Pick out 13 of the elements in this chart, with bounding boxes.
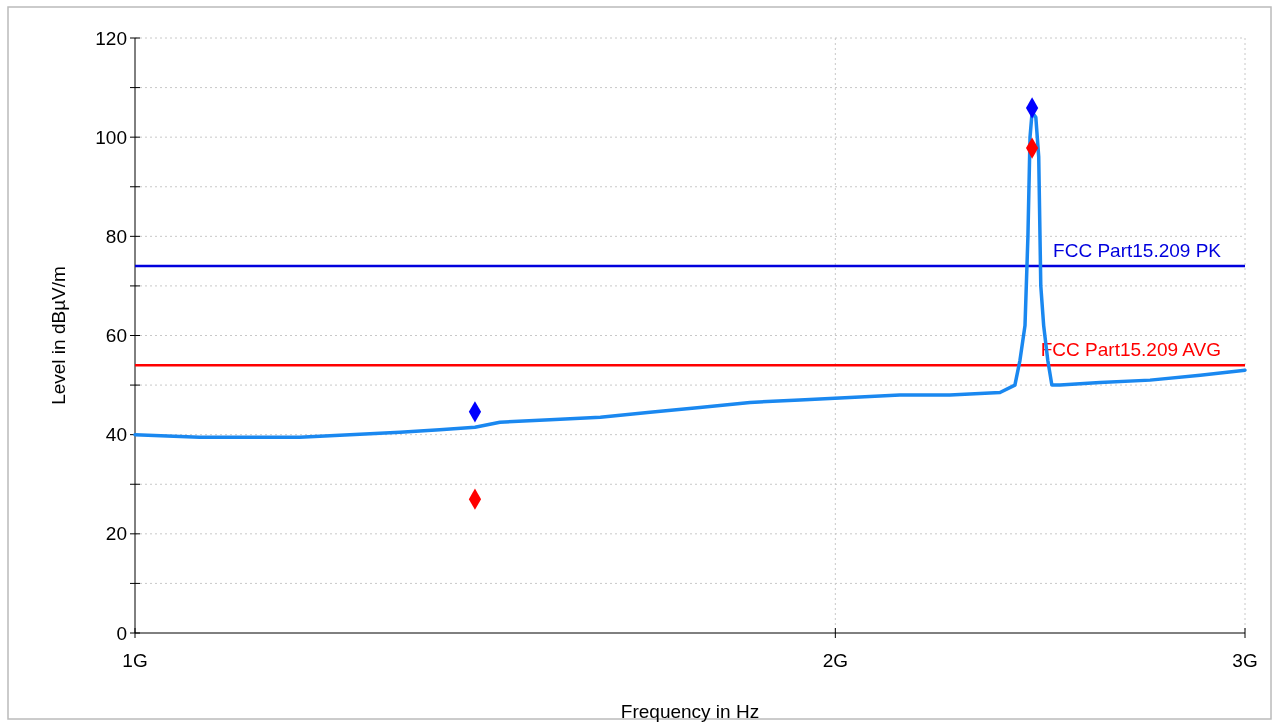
x-tick-label: 3G [1232, 650, 1258, 671]
x-tick-label: 2G [822, 650, 849, 671]
x-axis-title: Frequency in Hz [620, 701, 760, 722]
x-tick-label: 1G [122, 650, 148, 671]
y-tick-label: 0 [116, 622, 127, 644]
y-tick-label: 80 [105, 225, 127, 247]
y-tick-label: 20 [105, 523, 127, 545]
ref-line-label: FCC Part15.209 PK [1053, 240, 1222, 262]
y-tick-label: 120 [95, 27, 127, 49]
y-tick-label: 100 [95, 126, 127, 148]
y-tick-label: 40 [105, 424, 127, 446]
y-axis-title: Level in dBµV/m [48, 266, 69, 405]
y-tick-label: 60 [105, 325, 127, 347]
